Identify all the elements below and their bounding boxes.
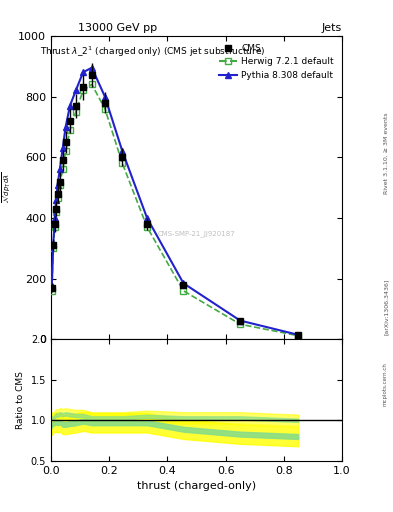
Pythia 8.308 default xyxy=(55,182,60,188)
Pythia 8.308 default xyxy=(51,241,56,247)
Herwig 7.2.1 default xyxy=(52,224,57,230)
Pythia 8.308 default xyxy=(103,94,107,100)
Herwig 7.2.1 default xyxy=(238,321,242,327)
Legend: CMS, Herwig 7.2.1 default, Pythia 8.308 default: CMS, Herwig 7.2.1 default, Pythia 8.308 … xyxy=(215,40,338,83)
Text: Jets: Jets xyxy=(321,23,342,33)
Pythia 8.308 default xyxy=(120,148,125,154)
Pythia 8.308 default xyxy=(296,332,301,338)
Text: Thrust $\lambda\_2^1$ (charged only) (CMS jet substructure): Thrust $\lambda\_2^1$ (charged only) (CM… xyxy=(40,45,266,59)
Herwig 7.2.1 default xyxy=(57,182,62,188)
Herwig 7.2.1 default xyxy=(145,224,149,230)
Herwig 7.2.1 default xyxy=(61,166,65,173)
Herwig 7.2.1 default xyxy=(73,109,78,115)
Y-axis label: $\frac{1}{\mathcal{N}} \frac{d\mathcal{N}}{d p_T\, d\lambda}$: $\frac{1}{\mathcal{N}} \frac{d\mathcal{N… xyxy=(0,172,13,203)
Text: [arXiv:1306.3436]: [arXiv:1306.3436] xyxy=(384,279,389,335)
Line: Herwig 7.2.1 default: Herwig 7.2.1 default xyxy=(52,84,298,336)
Text: mcplots.cern.ch: mcplots.cern.ch xyxy=(382,362,387,406)
Herwig 7.2.1 default xyxy=(81,88,85,94)
Herwig 7.2.1 default xyxy=(68,127,72,133)
Pythia 8.308 default xyxy=(81,69,85,75)
Pythia 8.308 default xyxy=(181,280,186,286)
Pythia 8.308 default xyxy=(73,88,78,94)
Pythia 8.308 default xyxy=(145,215,149,221)
Herwig 7.2.1 default xyxy=(55,195,60,201)
Herwig 7.2.1 default xyxy=(181,288,186,294)
Pythia 8.308 default xyxy=(63,124,68,130)
X-axis label: thrust (charged-only): thrust (charged-only) xyxy=(137,481,256,491)
Text: Rivet 3.1.10, ≥ 3M events: Rivet 3.1.10, ≥ 3M events xyxy=(384,113,389,195)
Herwig 7.2.1 default xyxy=(54,209,59,215)
Herwig 7.2.1 default xyxy=(103,105,107,112)
Pythia 8.308 default xyxy=(68,102,72,109)
Herwig 7.2.1 default xyxy=(63,148,68,154)
Text: 13000 GeV pp: 13000 GeV pp xyxy=(78,23,158,33)
Y-axis label: Ratio to CMS: Ratio to CMS xyxy=(16,371,25,429)
Pythia 8.308 default xyxy=(61,145,65,151)
Text: CMS-SMP-21_JJ920187: CMS-SMP-21_JJ920187 xyxy=(158,230,235,237)
Line: Pythia 8.308 default: Pythia 8.308 default xyxy=(52,68,298,335)
Herwig 7.2.1 default xyxy=(50,288,54,294)
Pythia 8.308 default xyxy=(57,166,62,173)
Herwig 7.2.1 default xyxy=(51,245,56,251)
Pythia 8.308 default xyxy=(52,215,57,221)
Herwig 7.2.1 default xyxy=(296,333,301,339)
Pythia 8.308 default xyxy=(90,65,94,71)
Pythia 8.308 default xyxy=(238,317,242,324)
Pythia 8.308 default xyxy=(54,197,59,203)
Herwig 7.2.1 default xyxy=(90,81,94,88)
Pythia 8.308 default xyxy=(50,283,54,289)
Herwig 7.2.1 default xyxy=(120,160,125,166)
